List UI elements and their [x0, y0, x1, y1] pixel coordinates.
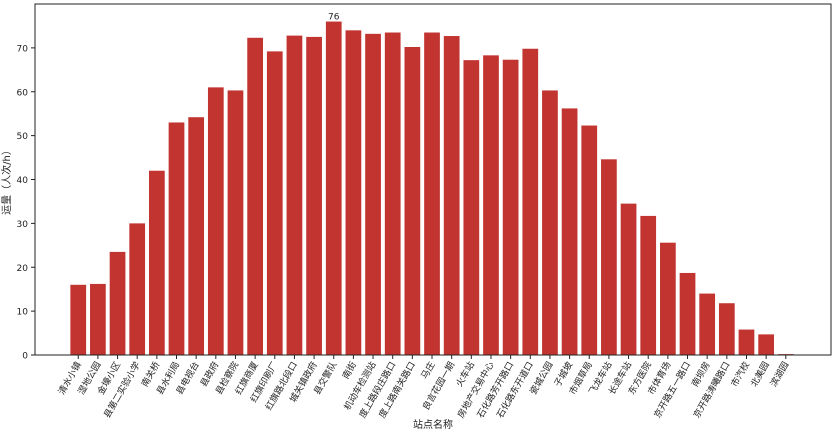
x-tick-label: 滨湖园 — [767, 360, 791, 389]
bar — [70, 284, 87, 355]
y-tick-label: 20 — [17, 264, 29, 274]
bar — [266, 51, 283, 355]
bar — [247, 37, 263, 355]
bar — [148, 170, 165, 355]
bar — [660, 242, 676, 355]
bar — [404, 46, 421, 356]
bar — [227, 90, 244, 355]
bar — [188, 117, 205, 355]
bar — [129, 223, 146, 355]
bar — [561, 108, 578, 355]
bar — [522, 48, 539, 355]
bar — [699, 293, 716, 355]
bar — [601, 159, 617, 355]
y-tick-label: 70 — [17, 44, 29, 54]
bar — [502, 59, 519, 355]
y-tick-label: 0 — [22, 352, 28, 362]
bar — [483, 55, 499, 356]
bar — [758, 334, 775, 355]
bar — [384, 32, 401, 356]
bar — [738, 329, 755, 355]
y-tick-label: 10 — [17, 308, 29, 318]
bar — [424, 32, 440, 356]
plot-frame — [34, 3, 832, 356]
bar — [345, 30, 362, 355]
bar — [207, 87, 224, 356]
bar — [286, 35, 303, 356]
y-tick-label: 40 — [17, 176, 29, 186]
x-tick-label: 南街 — [340, 360, 359, 382]
bar — [620, 203, 637, 355]
x-tick-label: 北美园 — [748, 360, 772, 389]
bar — [679, 272, 696, 355]
x-tick-label: 市汽校 — [728, 360, 752, 389]
bar — [325, 21, 342, 356]
value-label: 76 — [328, 13, 340, 23]
bar — [581, 125, 598, 355]
bar — [90, 283, 106, 355]
y-axis-label: 运量（人次/h） — [0, 145, 13, 215]
bar — [109, 251, 126, 355]
bar — [168, 122, 185, 356]
y-tick-label: 30 — [17, 220, 29, 230]
bar — [306, 36, 322, 355]
bar — [463, 60, 480, 355]
y-tick-label: 50 — [17, 132, 29, 142]
x-tick-label: 马庄 — [418, 360, 437, 382]
y-tick-label: 60 — [17, 88, 29, 98]
bar — [542, 90, 558, 355]
bar — [718, 303, 735, 355]
x-axis-label: 站点名称 — [413, 418, 453, 431]
bar — [443, 36, 460, 356]
x-tick-label: 京开路涛曦路口 — [691, 360, 733, 421]
bar — [365, 33, 381, 356]
bar — [640, 215, 657, 355]
